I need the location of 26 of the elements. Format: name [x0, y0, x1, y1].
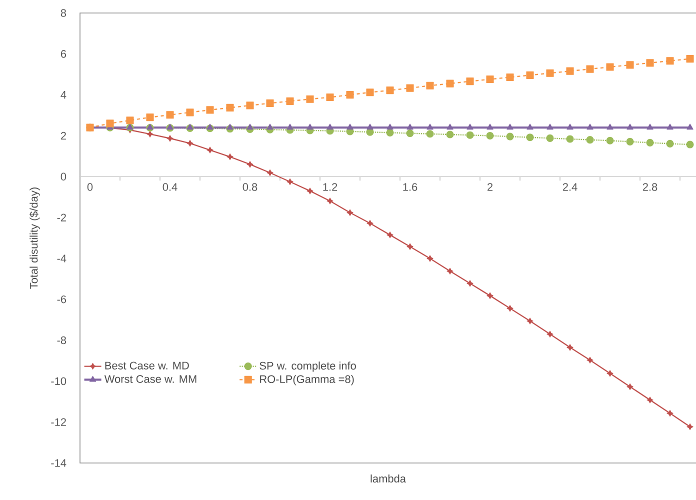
legend-label: Worst Case w. MM: [104, 375, 196, 383]
y-tick-label: -14: [51, 459, 66, 467]
y-tick-label: 2: [60, 132, 66, 140]
legend-label: RO-LP(Gamma =8): [260, 374, 354, 386]
y-tick-label: -4: [57, 254, 66, 262]
y-tick-label: 6: [60, 50, 66, 58]
y-axis-title: Total disutility ($/day): [29, 188, 40, 289]
y-tick-label: -6: [57, 295, 66, 304]
x-tick-label: 2.4: [562, 183, 578, 191]
legend-label: Best Case w. MD: [105, 362, 189, 370]
y-tick-label: -10: [51, 377, 66, 386]
x-tick-label: 2.8: [642, 183, 658, 191]
y-tick-label: 4: [60, 91, 66, 99]
y-tick-label: 8: [60, 9, 66, 17]
y-tick-label: -8: [57, 336, 66, 344]
x-tick-label: 0.4: [162, 183, 178, 191]
legend-label: SP w. complete info: [260, 362, 356, 372]
y-tick-label: -12: [51, 418, 66, 426]
x-tick-label: 2: [488, 183, 493, 191]
x-tick-label: 1.2: [323, 183, 338, 191]
y-tick-label: 0: [60, 172, 66, 181]
x-tick-label: 0: [87, 183, 93, 191]
x-axis-title: lambda: [370, 474, 406, 483]
x-tick-label: 0.8: [242, 183, 258, 191]
y-tick-label: -2: [57, 214, 66, 222]
x-tick-label: 1.6: [403, 183, 418, 191]
